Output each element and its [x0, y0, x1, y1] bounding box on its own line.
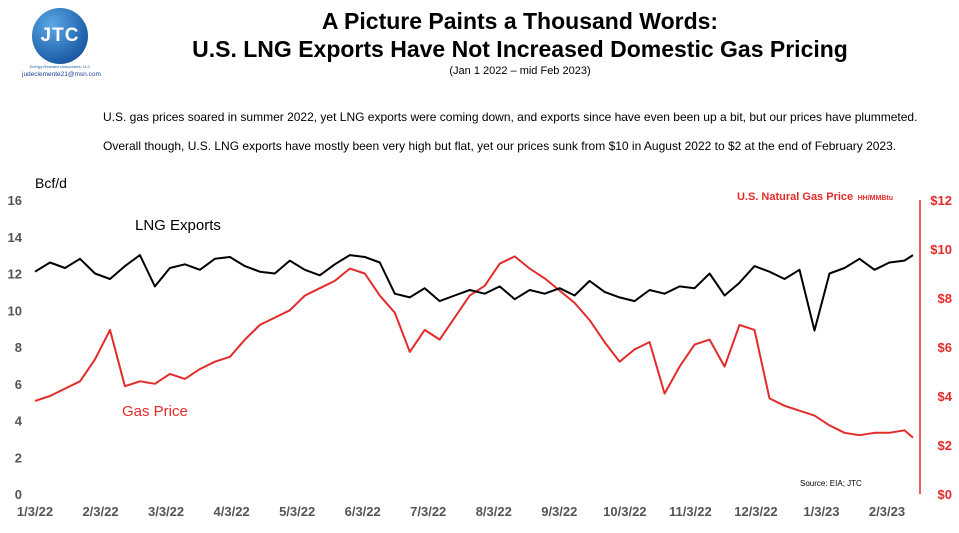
x-tick-label: 10/3/22: [603, 504, 646, 519]
x-tick-label: 8/3/22: [476, 504, 512, 519]
x-tick-label: 11/3/22: [669, 504, 712, 519]
chart-title-line2: U.S. LNG Exports Have Not Increased Dome…: [192, 36, 848, 62]
left-tick-label: 12: [8, 267, 22, 282]
logo-text: JTC: [40, 25, 80, 46]
x-tick-label: 2/3/23: [869, 504, 905, 519]
series-line-lng-exports: [34, 254, 914, 332]
x-tick-label: 3/3/22: [148, 504, 184, 519]
series-label-gas-price: Gas Price: [122, 403, 188, 420]
x-tick-label: 12/3/22: [734, 504, 777, 519]
right-axis-unit: HH/MMBtu: [858, 195, 893, 202]
logo-circle: [32, 8, 88, 64]
right-tick-label: $6: [938, 340, 952, 355]
logo-email: judeclemente21@msn.com: [22, 71, 101, 78]
right-tick-label: $2: [938, 438, 952, 453]
series-label-lng-exports: LNG Exports: [135, 217, 221, 234]
chart-subtitle: (Jan 1 2022 – mid Feb 2023): [449, 65, 591, 77]
right-tick-label: $12: [930, 193, 952, 208]
note-line2: Overall though, U.S. LNG exports have mo…: [103, 139, 897, 153]
x-tick-label: 1/3/23: [803, 504, 839, 519]
note-line1: U.S. gas prices soared in summer 2022, y…: [103, 110, 918, 124]
x-tick-label: 4/3/22: [214, 504, 250, 519]
logo-company: Energy Research Associates, LLC: [29, 64, 91, 69]
x-tick-label: 6/3/22: [345, 504, 381, 519]
left-tick-label: 4: [15, 414, 23, 429]
left-tick-label: 10: [8, 303, 22, 318]
x-tick-label: 5/3/22: [279, 504, 315, 519]
x-tick-label: 1/3/22: [17, 504, 53, 519]
right-tick-label: $10: [930, 242, 952, 257]
x-axis-ticks: 1/3/22 2/3/22 3/3/22 4/3/22 5/3/22 6/3/22 7/3/…: [17, 504, 905, 519]
logo: JTC Energy Research Associates, LLC jude…: [22, 8, 112, 80]
x-tick-label: 7/3/22: [410, 504, 446, 519]
left-axis-ticks: 0 2 4 6 8 10 12 14 16: [8, 193, 23, 502]
left-tick-label: 14: [8, 230, 23, 245]
source-note: Source: EIA; JTC: [800, 479, 862, 488]
right-tick-label: $8: [938, 291, 952, 306]
left-tick-label: 6: [15, 377, 22, 392]
right-axis-title-text: U.S. Natural Gas Price: [737, 191, 853, 203]
right-axis-title: U.S. Natural Gas Price HH/MMBtu: [737, 187, 893, 204]
series-line-gas-price: [34, 255, 914, 439]
x-tick-label: 2/3/22: [82, 504, 118, 519]
left-tick-label: 8: [15, 340, 22, 355]
x-tick-label: 9/3/22: [541, 504, 577, 519]
left-tick-label: 0: [15, 487, 22, 502]
left-axis-label: Bcf/d: [35, 175, 67, 191]
chart-title-line1: A Picture Paints a Thousand Words:: [321, 8, 719, 34]
left-tick-label: 16: [8, 193, 22, 208]
right-axis-ticks: $0 $2 $4 $6 $8 $10 $12: [930, 193, 952, 502]
right-tick-label: $0: [938, 487, 952, 502]
right-tick-label: $4: [938, 389, 953, 404]
left-tick-label: 2: [15, 450, 22, 465]
